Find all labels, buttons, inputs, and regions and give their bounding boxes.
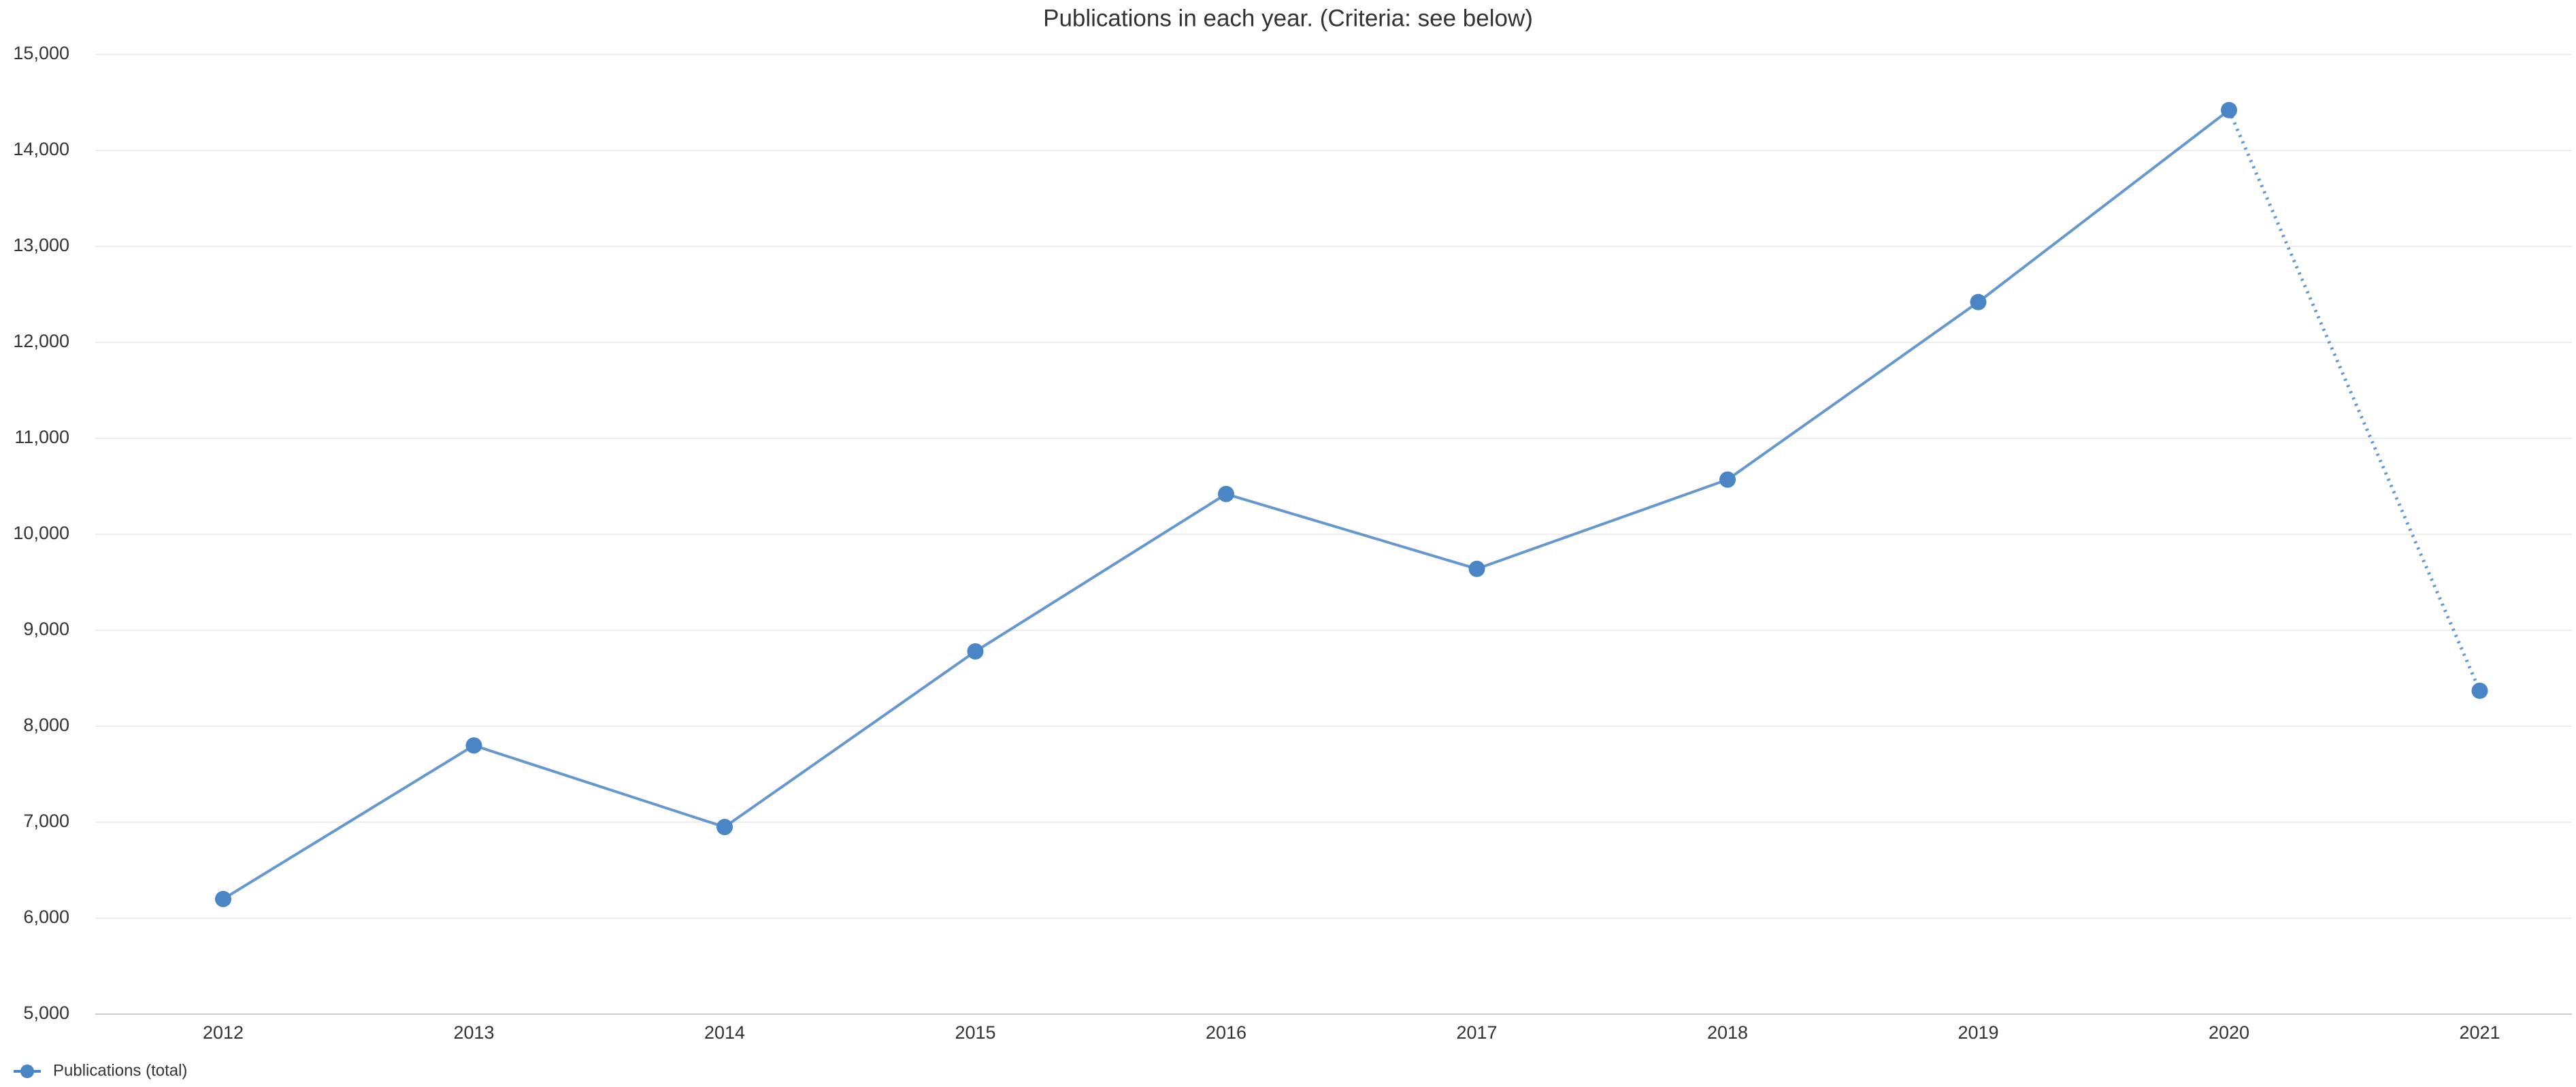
y-tick-label: 11,000 — [14, 427, 69, 447]
x-tick-label: 2013 — [453, 1022, 494, 1043]
x-tick-label: 2018 — [1707, 1022, 1748, 1043]
point — [1468, 560, 1485, 577]
x-tick-label: 2021 — [2459, 1022, 2500, 1043]
point — [1719, 471, 1736, 488]
x-tick-label: 2020 — [2209, 1022, 2249, 1043]
y-tick-label: 15,000 — [13, 43, 69, 63]
y-tick-label: 8,000 — [23, 715, 69, 735]
point — [465, 737, 482, 754]
x-tick-label: 2019 — [1958, 1022, 1998, 1043]
x-tick-label: 2016 — [1206, 1022, 1246, 1043]
point — [716, 819, 733, 836]
point — [2221, 101, 2237, 118]
legend-marker — [20, 1065, 34, 1078]
point — [1970, 293, 1987, 310]
x-tick-label: 2014 — [704, 1022, 745, 1043]
chart-title: Publications in each year. (Criteria: se… — [1043, 5, 1533, 31]
x-tick-label: 2017 — [1456, 1022, 1497, 1043]
x-tick-label: 2015 — [955, 1022, 995, 1043]
point — [1218, 485, 1234, 502]
y-tick-label: 5,000 — [23, 1003, 69, 1023]
series-line-dotted — [2227, 109, 2481, 692]
legend-label: Publications (total) — [53, 1061, 187, 1080]
point — [967, 643, 984, 660]
y-tick-label: 10,000 — [13, 523, 69, 543]
point — [215, 890, 231, 907]
y-tick-label: 6,000 — [23, 907, 69, 927]
y-tick-label: 9,000 — [23, 619, 69, 639]
y-tick-label: 7,000 — [23, 811, 69, 831]
x-tick-label: 2012 — [203, 1022, 244, 1043]
y-tick-label: 14,000 — [13, 139, 69, 159]
y-tick-label: 13,000 — [13, 235, 69, 255]
point — [2471, 682, 2488, 699]
y-tick-label: 12,000 — [13, 331, 69, 351]
series-line — [222, 109, 2230, 901]
